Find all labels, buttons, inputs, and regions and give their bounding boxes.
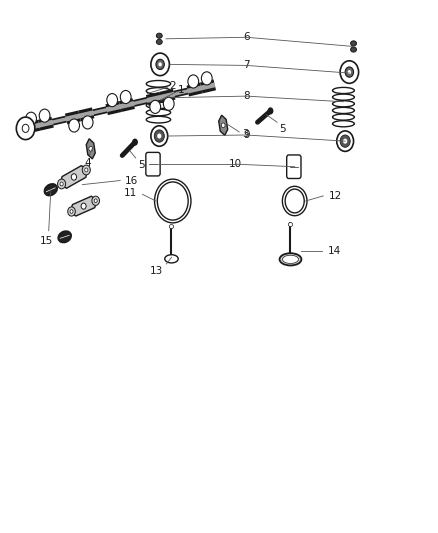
Circle shape <box>132 139 138 146</box>
Circle shape <box>120 91 131 103</box>
Circle shape <box>345 67 353 77</box>
Circle shape <box>71 174 77 180</box>
Polygon shape <box>219 115 228 135</box>
Circle shape <box>340 61 359 83</box>
Text: 7: 7 <box>243 60 250 70</box>
Text: 15: 15 <box>40 236 53 246</box>
Text: 5: 5 <box>138 160 145 170</box>
Circle shape <box>26 112 36 125</box>
Ellipse shape <box>350 41 357 46</box>
Text: 13: 13 <box>150 266 163 277</box>
Circle shape <box>157 133 161 139</box>
Ellipse shape <box>44 184 57 196</box>
Circle shape <box>151 53 170 76</box>
Polygon shape <box>60 166 88 188</box>
Circle shape <box>16 117 35 140</box>
Text: 9: 9 <box>243 130 250 140</box>
Text: 2: 2 <box>170 82 176 91</box>
Circle shape <box>156 59 164 69</box>
Text: 1: 1 <box>178 85 185 95</box>
Ellipse shape <box>156 39 162 44</box>
Text: 14: 14 <box>328 246 341 256</box>
Text: 16: 16 <box>124 175 138 185</box>
Polygon shape <box>86 139 95 159</box>
Circle shape <box>68 207 75 216</box>
Circle shape <box>150 100 161 114</box>
Circle shape <box>268 107 273 115</box>
Text: 8: 8 <box>243 91 250 101</box>
Text: 5: 5 <box>279 124 286 134</box>
Circle shape <box>188 75 199 88</box>
Circle shape <box>151 126 168 146</box>
Ellipse shape <box>58 231 71 243</box>
Ellipse shape <box>165 255 178 263</box>
Ellipse shape <box>350 47 357 52</box>
Circle shape <box>89 147 93 151</box>
Circle shape <box>81 203 86 209</box>
Circle shape <box>92 196 99 205</box>
Ellipse shape <box>288 222 293 227</box>
Text: 3: 3 <box>242 130 249 140</box>
Circle shape <box>70 209 73 213</box>
Text: 11: 11 <box>124 188 137 198</box>
Text: 12: 12 <box>328 191 342 201</box>
Circle shape <box>340 135 350 147</box>
Circle shape <box>85 168 88 172</box>
Circle shape <box>82 116 93 129</box>
Text: 10: 10 <box>229 159 242 169</box>
Circle shape <box>82 165 90 175</box>
Polygon shape <box>70 196 97 216</box>
Text: 4: 4 <box>85 158 91 168</box>
Ellipse shape <box>156 33 162 38</box>
Circle shape <box>201 72 212 85</box>
Circle shape <box>60 182 63 186</box>
Ellipse shape <box>279 253 301 265</box>
Circle shape <box>159 62 162 67</box>
Circle shape <box>348 70 351 74</box>
Circle shape <box>57 179 66 189</box>
FancyBboxPatch shape <box>146 152 160 176</box>
Circle shape <box>343 139 347 144</box>
Ellipse shape <box>283 255 298 263</box>
Circle shape <box>337 131 353 151</box>
Circle shape <box>221 123 225 127</box>
Text: 6: 6 <box>243 33 250 42</box>
Circle shape <box>94 199 97 203</box>
Circle shape <box>163 97 174 110</box>
Circle shape <box>154 130 164 142</box>
Ellipse shape <box>170 224 173 229</box>
Circle shape <box>39 109 50 122</box>
FancyBboxPatch shape <box>287 155 301 179</box>
Circle shape <box>107 94 117 107</box>
Circle shape <box>69 119 80 132</box>
